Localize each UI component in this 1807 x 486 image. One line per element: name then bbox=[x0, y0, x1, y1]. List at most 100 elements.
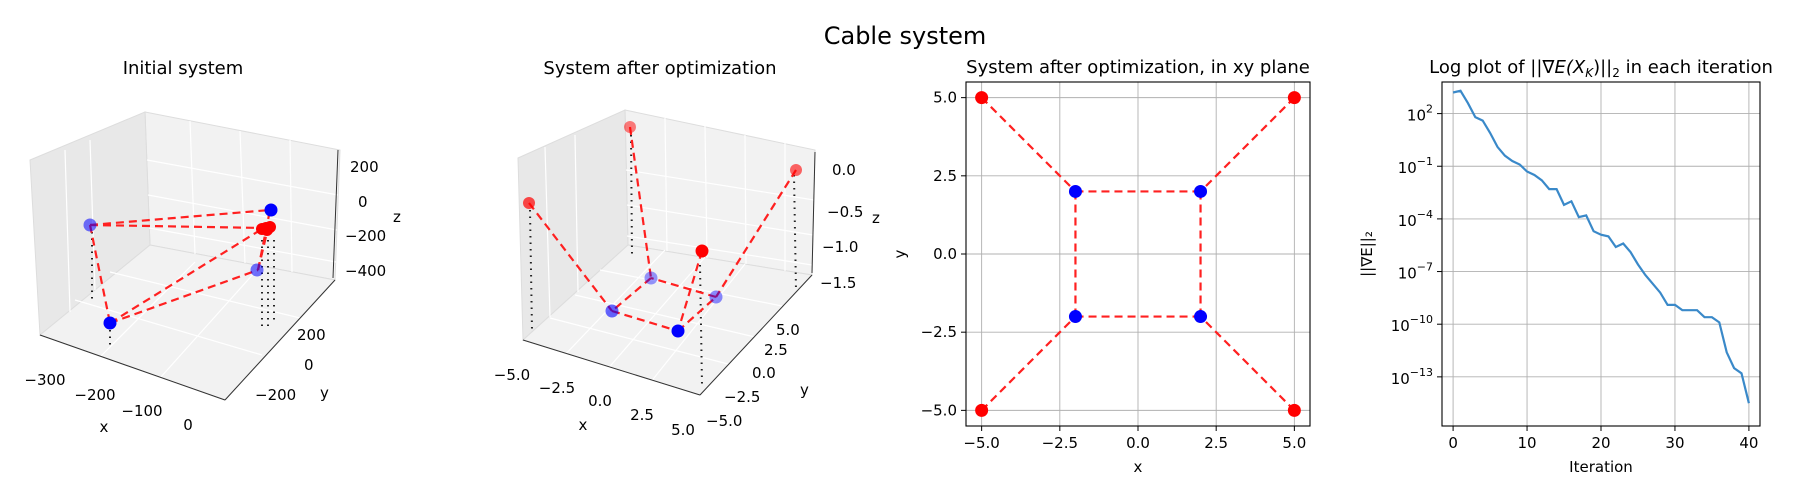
chart1-zlabel: z bbox=[393, 208, 401, 226]
chart-gradient-log-plot: Log plot of ||∇E(XK)||2 in each iteratio… bbox=[1358, 57, 1773, 476]
chart4-xlabel: Iteration bbox=[1569, 458, 1633, 476]
chart4-xtick-label: 40 bbox=[1739, 434, 1758, 452]
chart2-xtick-label: 0.0 bbox=[588, 392, 612, 410]
chart4-title-prefix: Log plot of bbox=[1429, 57, 1530, 78]
chart2-ztick-label: 0.0 bbox=[832, 161, 856, 179]
chart3-fixed-point bbox=[1287, 403, 1301, 417]
chart3-xtick-label: 0.0 bbox=[1126, 434, 1150, 452]
chart2-z-axis bbox=[811, 151, 816, 274]
chart3-xtick-label: 2.5 bbox=[1204, 434, 1228, 452]
chart3-cable bbox=[980, 315, 1077, 412]
chart4-series-line bbox=[1452, 89, 1750, 404]
chart1-ztick-label: −200 bbox=[345, 227, 386, 245]
chart1-free-point bbox=[250, 263, 264, 277]
chart3-grid bbox=[966, 82, 1310, 426]
chart3-xtick-label: −2.5 bbox=[1042, 434, 1078, 452]
chart2-drop-line bbox=[630, 134, 633, 256]
chart2-x-axis bbox=[522, 339, 701, 396]
chart4-title: Log plot of ||∇E(XK)||2 in each iteratio… bbox=[1429, 57, 1773, 80]
chart2-ylabel: y bbox=[800, 381, 809, 399]
chart4-grid bbox=[1442, 82, 1760, 426]
chart1-ztick-label: −400 bbox=[345, 262, 386, 280]
chart1-xtick-label: −300 bbox=[24, 371, 65, 389]
chart2-xtick-label: −2.5 bbox=[539, 379, 575, 397]
chart2-ytick-label: −2.5 bbox=[724, 388, 760, 406]
chart4-title-math-end: )|| bbox=[1593, 57, 1612, 78]
chart3-cables bbox=[980, 96, 1296, 412]
chart2-xtick-label: 2.5 bbox=[630, 406, 654, 424]
chart4-ylabel: ||∇E||₂ bbox=[1358, 231, 1376, 277]
chart1-xlabel: x bbox=[100, 418, 109, 436]
chart2-xlabel: x bbox=[579, 416, 588, 434]
chart3-fixed-point bbox=[1287, 91, 1301, 105]
chart2-free-point bbox=[671, 324, 685, 338]
chart2-drop-line bbox=[529, 209, 533, 331]
chart1-z-axis bbox=[332, 149, 339, 279]
chart1-fixed-point bbox=[261, 224, 273, 236]
chart4-xtick-label: 0 bbox=[1448, 434, 1458, 452]
chart3-cable bbox=[1199, 96, 1296, 193]
chart1-ytick-label: −200 bbox=[255, 386, 296, 404]
chart2-ytick-label: −5.0 bbox=[706, 412, 742, 430]
chart4-title-math: ||∇E(X bbox=[1530, 57, 1586, 78]
chart4-ticks: 0 10 20 30 40 102 10−1 10−4 10−7 10−10 10−13 bbox=[1391, 103, 1759, 452]
chart1-xtick-label: −100 bbox=[121, 402, 162, 420]
chart4-ytick-label: 10−10 bbox=[1391, 313, 1433, 335]
chart4-ytick-label: 10−1 bbox=[1398, 155, 1433, 177]
chart2-cables bbox=[528, 126, 797, 333]
chart3-ytick-label: −5.0 bbox=[921, 401, 957, 419]
chart2-y-axis bbox=[699, 274, 813, 396]
chart3-cable bbox=[1199, 315, 1296, 412]
chart-xy-plane: System after optimization, in xy plane −… bbox=[891, 57, 1311, 476]
chart2-ytick-label: 2.5 bbox=[764, 341, 788, 359]
suptitle: Cable system bbox=[824, 22, 987, 50]
chart3-free-point bbox=[1068, 310, 1082, 324]
chart1-cables bbox=[88, 208, 272, 325]
chart3-ticks: −5.0 −2.5 0.0 2.5 5.0 −5.0 −2.5 0.0 2.5 5.0 bbox=[921, 89, 1307, 452]
chart1-ytick-label: 200 bbox=[297, 326, 326, 344]
chart2-free-point bbox=[644, 271, 658, 285]
chart1-ytick-label: 0 bbox=[304, 356, 314, 374]
chart2-free-point bbox=[605, 304, 619, 318]
chart2-free-point bbox=[709, 290, 723, 304]
chart2-zlabel: z bbox=[872, 209, 880, 227]
chart1-free-point bbox=[83, 218, 97, 232]
chart2-ztick-label: −0.5 bbox=[827, 203, 863, 221]
chart3-ytick-label: 5.0 bbox=[933, 89, 957, 107]
chart1-title: Initial system bbox=[123, 58, 244, 79]
chart3-fixed-point bbox=[975, 91, 989, 105]
chart3-cable bbox=[980, 96, 1077, 193]
chart2-xtick-label: 5.0 bbox=[671, 421, 695, 439]
chart-initial-system: Initial system −300 −200 −100 0 x bbox=[24, 58, 401, 436]
chart3-xtick-label: −5.0 bbox=[963, 434, 999, 452]
chart2-fixed-point bbox=[523, 197, 535, 209]
chart3-title: System after optimization, in xy plane bbox=[966, 57, 1310, 78]
chart4-title-sub2: 2 bbox=[1612, 66, 1620, 80]
chart1-ztick-label: 200 bbox=[350, 158, 379, 176]
chart2-fixed-point bbox=[695, 244, 709, 258]
chart2-ztick-label: −1.0 bbox=[822, 238, 858, 256]
chart1-x-axis bbox=[39, 334, 226, 401]
chart1-ztick-label: 0 bbox=[358, 193, 368, 211]
chart3-xlabel: x bbox=[1134, 458, 1143, 476]
chart2-ytick-label: 0.0 bbox=[752, 364, 776, 382]
chart3-ylabel: y bbox=[891, 249, 909, 258]
chart3-ytick-label: 0.0 bbox=[933, 245, 957, 263]
chart1-free-point bbox=[264, 203, 278, 217]
chart4-ytick-label: 10−4 bbox=[1398, 208, 1433, 230]
chart2-xtick-label: −5.0 bbox=[494, 366, 530, 384]
chart2-fixed-point bbox=[624, 121, 636, 133]
chart1-xtick-label: 0 bbox=[183, 416, 193, 434]
chart3-ytick-label: 2.5 bbox=[933, 167, 957, 185]
chart3-ytick-label: −2.5 bbox=[921, 323, 957, 341]
chart4-xtick-label: 20 bbox=[1591, 434, 1610, 452]
chart1-ylabel: y bbox=[320, 384, 329, 402]
chart1-y-axis bbox=[224, 279, 336, 401]
chart1-free-point bbox=[103, 316, 117, 330]
chart4-ytick-label: 10−7 bbox=[1398, 261, 1433, 283]
chart4-ytick-label: 102 bbox=[1407, 103, 1433, 125]
chart2-fixed-point bbox=[790, 164, 802, 176]
chart3-free-point bbox=[1068, 184, 1082, 198]
chart2-drop-line bbox=[699, 264, 703, 386]
